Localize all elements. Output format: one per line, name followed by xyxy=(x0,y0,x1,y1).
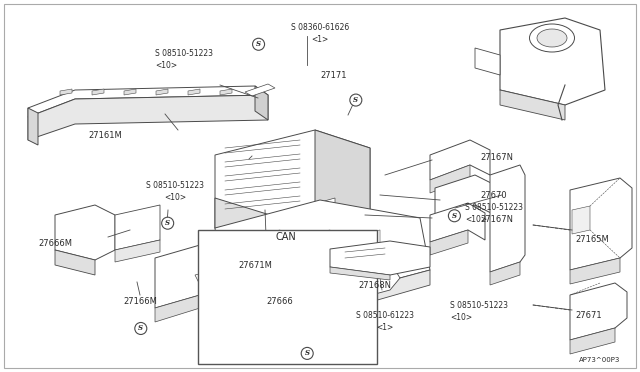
Polygon shape xyxy=(310,198,335,218)
Polygon shape xyxy=(220,89,232,95)
Text: CAN: CAN xyxy=(276,232,296,242)
Text: S: S xyxy=(138,324,143,333)
Polygon shape xyxy=(245,84,275,96)
Polygon shape xyxy=(60,89,72,95)
Polygon shape xyxy=(155,295,200,322)
Polygon shape xyxy=(215,198,270,245)
Text: S 08510-51223: S 08510-51223 xyxy=(146,180,204,189)
Text: 27666: 27666 xyxy=(267,298,293,307)
Polygon shape xyxy=(500,90,565,120)
Polygon shape xyxy=(290,248,375,310)
Circle shape xyxy=(253,38,264,50)
Polygon shape xyxy=(92,89,104,95)
Polygon shape xyxy=(490,165,525,272)
Polygon shape xyxy=(28,95,268,140)
Polygon shape xyxy=(28,108,38,145)
Text: <10>: <10> xyxy=(164,192,186,202)
Text: S: S xyxy=(305,349,310,357)
Circle shape xyxy=(301,347,313,359)
Text: 27165M: 27165M xyxy=(575,235,609,244)
Polygon shape xyxy=(430,230,468,255)
Polygon shape xyxy=(188,89,200,95)
Polygon shape xyxy=(315,130,370,220)
Polygon shape xyxy=(430,165,470,193)
Polygon shape xyxy=(55,205,115,260)
Polygon shape xyxy=(290,295,350,323)
Polygon shape xyxy=(570,178,632,270)
Polygon shape xyxy=(280,229,310,248)
Text: AP73^00P3: AP73^00P3 xyxy=(579,357,620,363)
Text: 27166M: 27166M xyxy=(123,298,157,307)
Circle shape xyxy=(135,323,147,334)
Text: <10>: <10> xyxy=(465,215,487,224)
Text: S 08510-51223: S 08510-51223 xyxy=(465,203,523,212)
Polygon shape xyxy=(290,212,320,234)
Polygon shape xyxy=(215,270,430,315)
Text: <1>: <1> xyxy=(376,323,394,331)
Ellipse shape xyxy=(537,29,567,47)
Polygon shape xyxy=(115,240,160,262)
Polygon shape xyxy=(570,328,615,354)
Polygon shape xyxy=(55,250,95,275)
Ellipse shape xyxy=(529,24,575,52)
Polygon shape xyxy=(115,205,160,250)
Text: <10>: <10> xyxy=(450,312,472,321)
Polygon shape xyxy=(195,270,220,285)
Text: S: S xyxy=(256,40,261,48)
Polygon shape xyxy=(330,241,430,275)
Text: S 08510-51223: S 08510-51223 xyxy=(450,301,508,310)
Text: 27161M: 27161M xyxy=(88,131,122,140)
Polygon shape xyxy=(215,200,430,298)
Text: 27670: 27670 xyxy=(480,190,507,199)
Text: S: S xyxy=(452,212,457,220)
Polygon shape xyxy=(155,245,215,308)
Text: 27167N: 27167N xyxy=(480,154,513,163)
Polygon shape xyxy=(360,270,400,298)
Text: S: S xyxy=(353,96,358,104)
Circle shape xyxy=(449,210,460,222)
Polygon shape xyxy=(570,283,627,340)
Text: 27671M: 27671M xyxy=(238,260,272,269)
Circle shape xyxy=(162,217,173,229)
Polygon shape xyxy=(570,258,620,284)
Polygon shape xyxy=(500,18,605,105)
Polygon shape xyxy=(330,267,390,280)
Text: 27666M: 27666M xyxy=(38,238,72,247)
Polygon shape xyxy=(28,86,268,117)
Text: S 08360-61626: S 08360-61626 xyxy=(291,23,349,32)
Bar xyxy=(198,230,377,364)
Text: <1>: <1> xyxy=(312,35,328,44)
Text: 27671: 27671 xyxy=(575,311,602,320)
Polygon shape xyxy=(490,262,520,285)
Polygon shape xyxy=(215,130,370,245)
Polygon shape xyxy=(435,205,475,230)
Text: <10>: <10> xyxy=(155,61,177,71)
Text: 27167N: 27167N xyxy=(480,215,513,224)
Polygon shape xyxy=(475,48,500,75)
Circle shape xyxy=(350,94,362,106)
Text: S 08510-61223: S 08510-61223 xyxy=(356,311,414,320)
Polygon shape xyxy=(435,175,495,218)
Polygon shape xyxy=(124,89,136,95)
Polygon shape xyxy=(255,86,268,120)
Text: S: S xyxy=(165,219,170,227)
Polygon shape xyxy=(572,206,590,234)
Polygon shape xyxy=(156,89,168,95)
Text: 27171: 27171 xyxy=(320,71,346,80)
Polygon shape xyxy=(430,203,485,242)
Polygon shape xyxy=(430,140,490,180)
Text: S 08510-51223: S 08510-51223 xyxy=(155,49,213,58)
Text: 27168N: 27168N xyxy=(358,280,392,289)
